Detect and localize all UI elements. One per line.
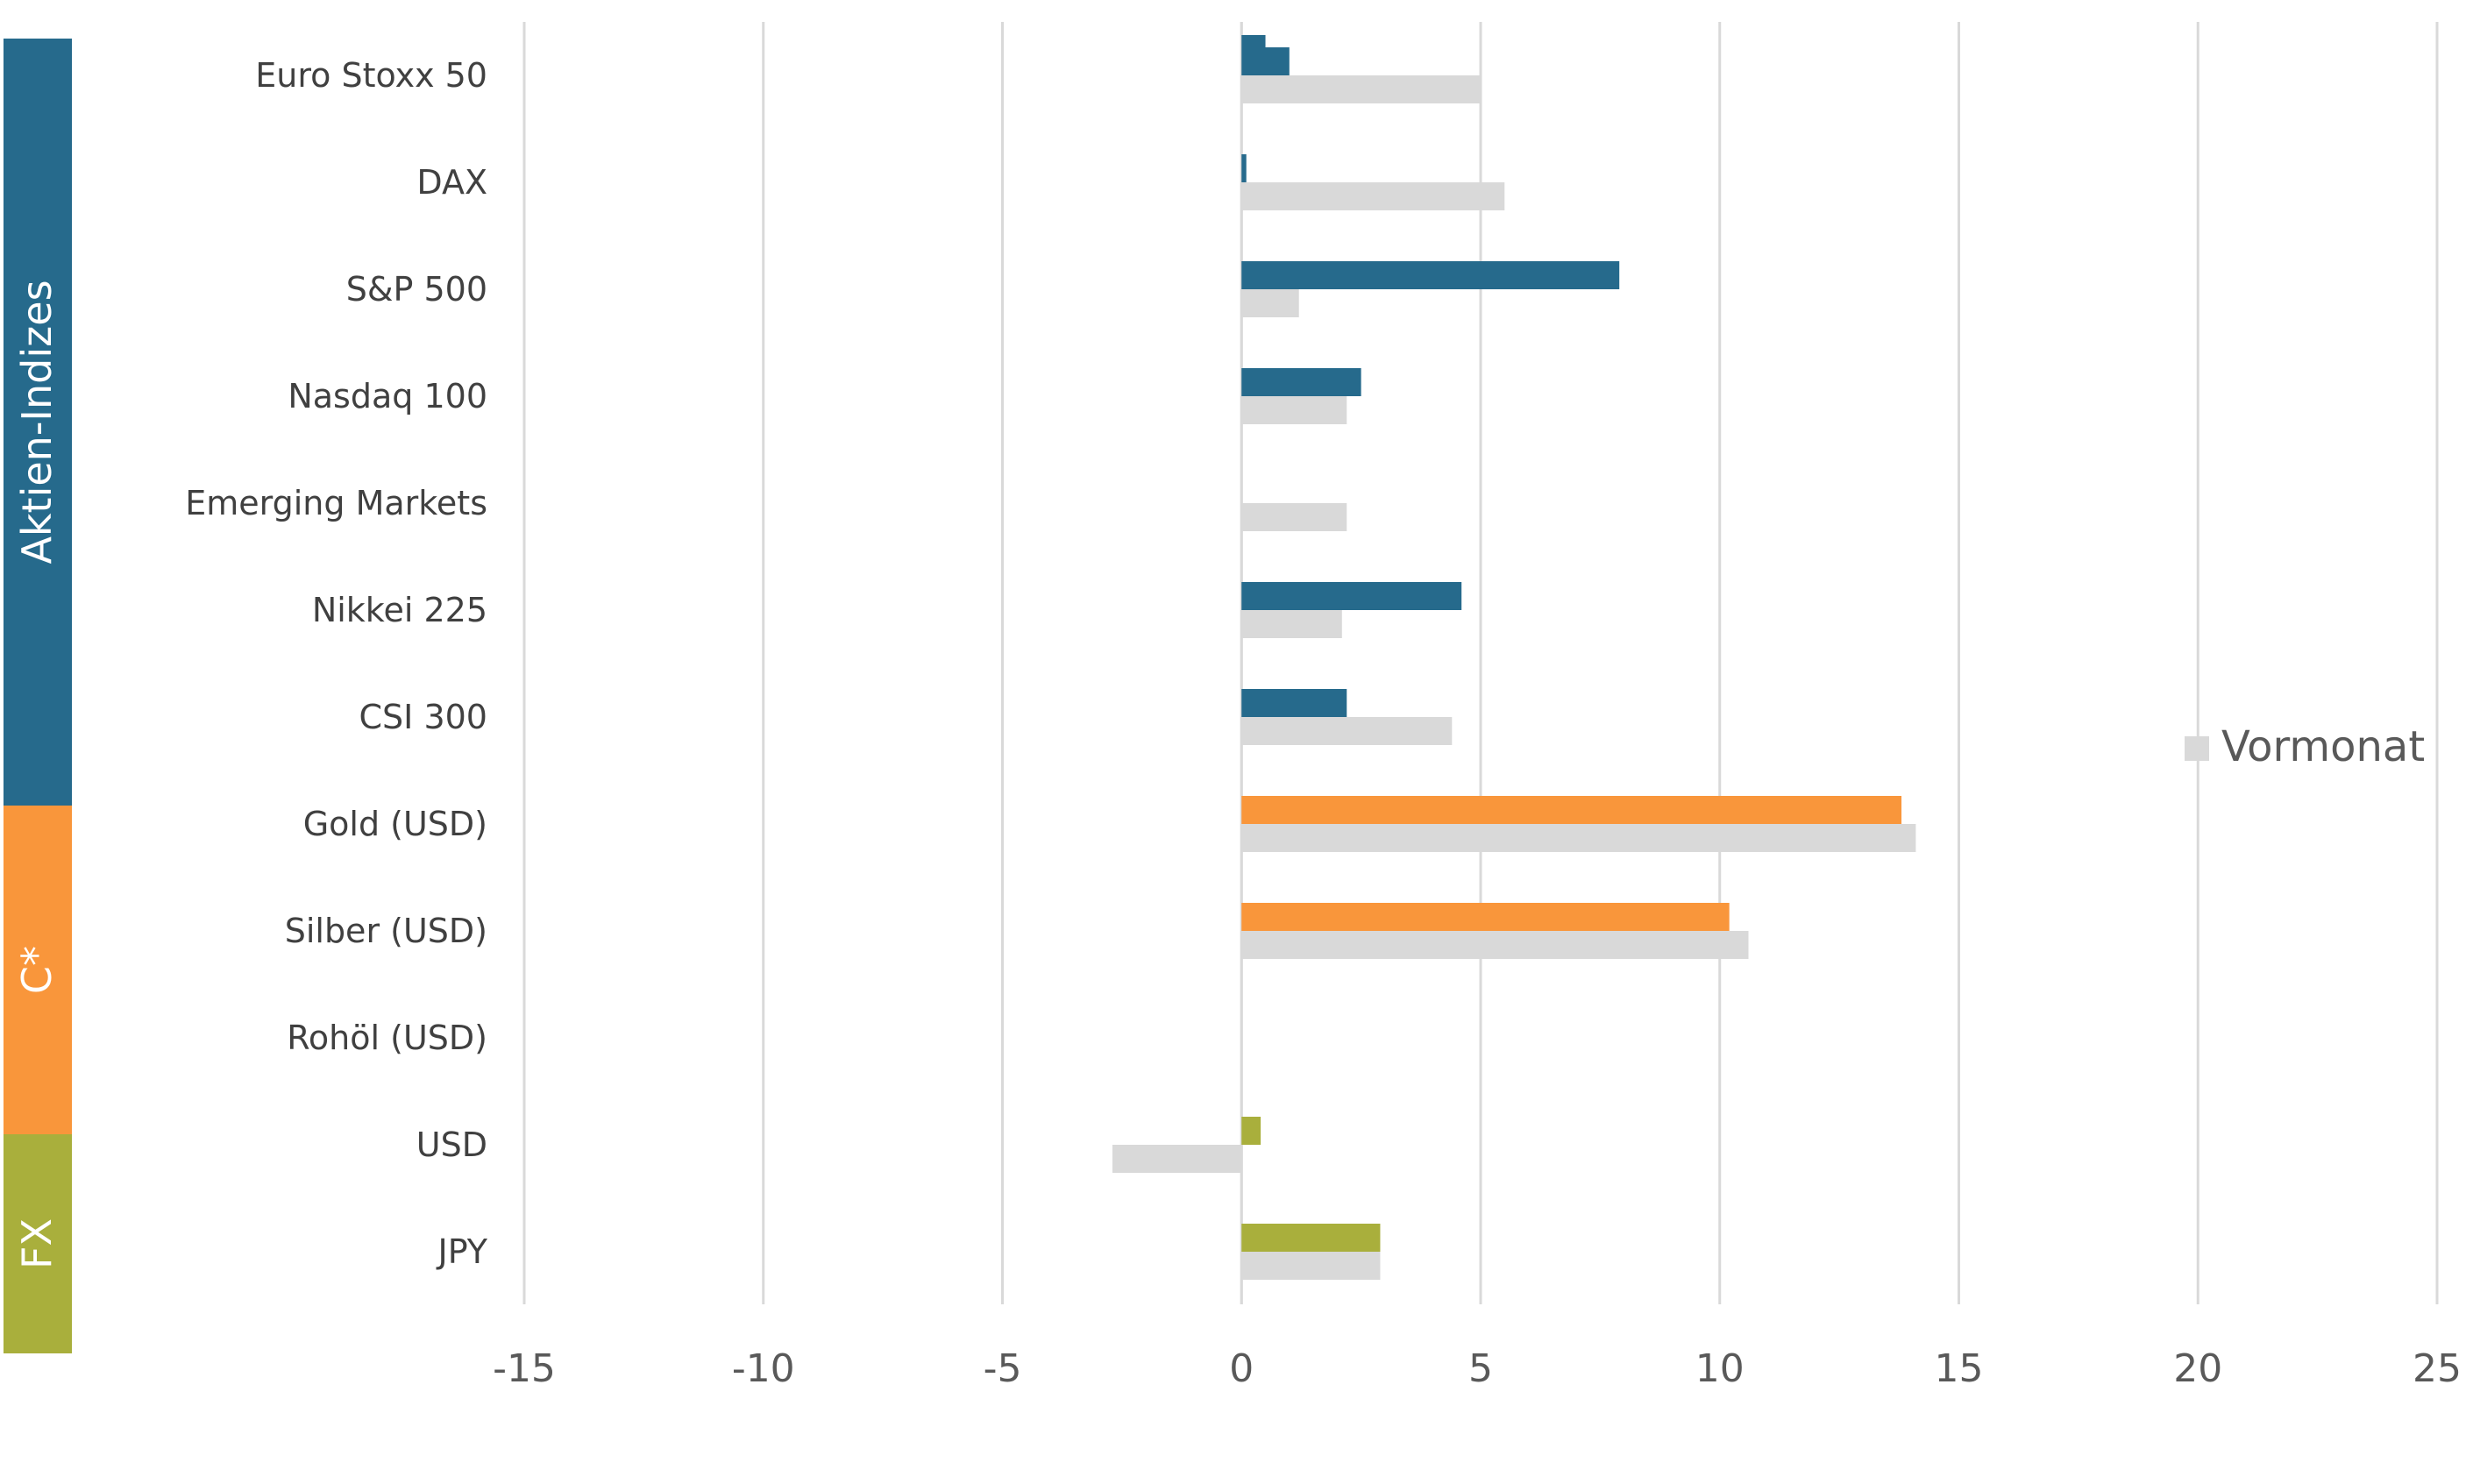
bar-vormonat-11 <box>1241 1252 1381 1280</box>
category-label-6: CSI 300 <box>359 698 487 736</box>
bar-current-2 <box>1241 261 1620 289</box>
category-label-11: JPY <box>437 1232 488 1271</box>
bar-vormonat-0 <box>1241 75 1481 103</box>
bar-vormonat-3 <box>1241 396 1347 424</box>
category-label-9: Rohöl (USD) <box>287 1019 487 1057</box>
bar-current-7 <box>1241 796 1902 824</box>
bar-vormonat-5 <box>1241 610 1342 638</box>
category-labels: Euro Stoxx 50 DAX S&P 500 Nasdaq 100 Emergin… <box>185 56 488 1271</box>
category-label-4: Emerging Markets <box>185 484 487 522</box>
gridlines <box>522 22 2439 1304</box>
category-label-8: Silber (USD) <box>285 912 487 950</box>
group-band-1 <box>4 806 72 1134</box>
group-band-2 <box>4 1134 72 1353</box>
x-tick-label-6: 15 <box>1935 1346 1984 1391</box>
bar-vormonat-10 <box>1112 1145 1242 1173</box>
bar-current-0 <box>1241 47 1290 75</box>
x-tick-label-8: 25 <box>2413 1346 2462 1391</box>
legend-swatch-vormonat <box>2185 736 2209 761</box>
category-label-2: S&P 500 <box>346 270 487 309</box>
bar-current-3 <box>1241 368 1361 396</box>
bar-current-6 <box>1241 689 1347 717</box>
bar-vormonat-1 <box>1241 182 1505 210</box>
bars <box>1112 35 1916 1280</box>
group-label-1: C* <box>13 946 60 994</box>
bar-vormonat-2 <box>1241 289 1299 317</box>
x-tick-label-3: 0 <box>1229 1346 1254 1391</box>
x-tick-label-0: -15 <box>493 1346 556 1391</box>
bar-current-11 <box>1241 1224 1381 1252</box>
x-tick-label-1: -10 <box>732 1346 795 1391</box>
x-tick-label-2: -5 <box>984 1346 1022 1391</box>
category-label-3: Nasdaq 100 <box>288 377 487 415</box>
x-tick-labels: -15 -10 -5 0 5 10 15 20 25 <box>493 1346 2462 1391</box>
bar-current-10 <box>1241 1117 1261 1145</box>
group-bands: Aktien-Indizes C* FX <box>4 39 72 1353</box>
category-label-1: DAX <box>416 163 487 202</box>
bar-current-8 <box>1241 903 1730 931</box>
bar-current-1 <box>1241 154 1247 182</box>
category-label-10: USD <box>416 1125 487 1164</box>
category-label-7: Gold (USD) <box>303 805 487 843</box>
legend: Vormonat <box>2185 722 2425 771</box>
bar-extra-0 <box>1241 35 1266 47</box>
legend-label-vormonat: Vormonat <box>2221 722 2425 771</box>
category-label-5: Nikkei 225 <box>312 591 487 629</box>
bar-vormonat-8 <box>1241 931 1749 959</box>
x-tick-label-5: 10 <box>1695 1346 1745 1391</box>
bar-current-5 <box>1241 582 1462 610</box>
bar-vormonat-4 <box>1241 503 1347 531</box>
bar-vormonat-7 <box>1241 824 1916 852</box>
x-tick-label-4: 5 <box>1468 1346 1493 1391</box>
bar-vormonat-6 <box>1241 717 1453 745</box>
group-label-2: FX <box>13 1218 60 1269</box>
group-band-0 <box>4 39 72 806</box>
category-label-0: Euro Stoxx 50 <box>255 56 487 95</box>
x-tick-label-7: 20 <box>2173 1346 2222 1391</box>
group-label-0: Aktien-Indizes <box>13 280 60 564</box>
